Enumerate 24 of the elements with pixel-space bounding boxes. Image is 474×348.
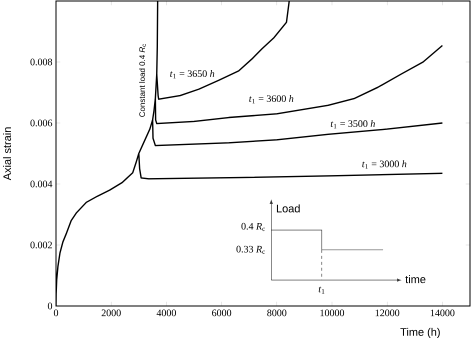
annotation: t$_{1}$ = 3650 h: [170, 70, 214, 78]
y-tick-label: 0: [48, 302, 52, 310]
annotation: t$_{1}$: [318, 286, 324, 294]
y-tick-label: 0.008: [30, 58, 52, 66]
x-tick-label: 10000: [320, 310, 344, 316]
x-tick-label: 6000: [212, 310, 232, 316]
x-tick-label: 4000: [156, 310, 176, 316]
annotation: t$_{1}$ = 3600 h: [249, 94, 294, 104]
annotation: 0.4 R$_{c}$: [241, 222, 265, 232]
y-tick-label: 0.006: [30, 120, 52, 126]
annotation: Load: [276, 204, 300, 212]
x-tick-label: 14000: [430, 310, 454, 316]
y-axis-title: Axial strain: [3, 127, 12, 180]
annotation: 0.33 R$_{c}$: [236, 246, 265, 254]
annotation: t$_{1}$ = 3000 h: [362, 160, 406, 169]
annotation: t$_{1}$ = 3500 h: [330, 120, 375, 128]
x-tick-label: 12000: [376, 310, 400, 316]
x-tick-label: 8000: [267, 310, 286, 316]
y-tick-label: 0.004: [30, 180, 52, 188]
y-tick-label: 0.002: [30, 242, 52, 248]
x-tick-label: 0: [54, 310, 58, 316]
x-axis-title: Time (h): [400, 328, 440, 338]
x-tick-label: 2000: [102, 310, 121, 316]
annotation: time: [405, 275, 426, 284]
